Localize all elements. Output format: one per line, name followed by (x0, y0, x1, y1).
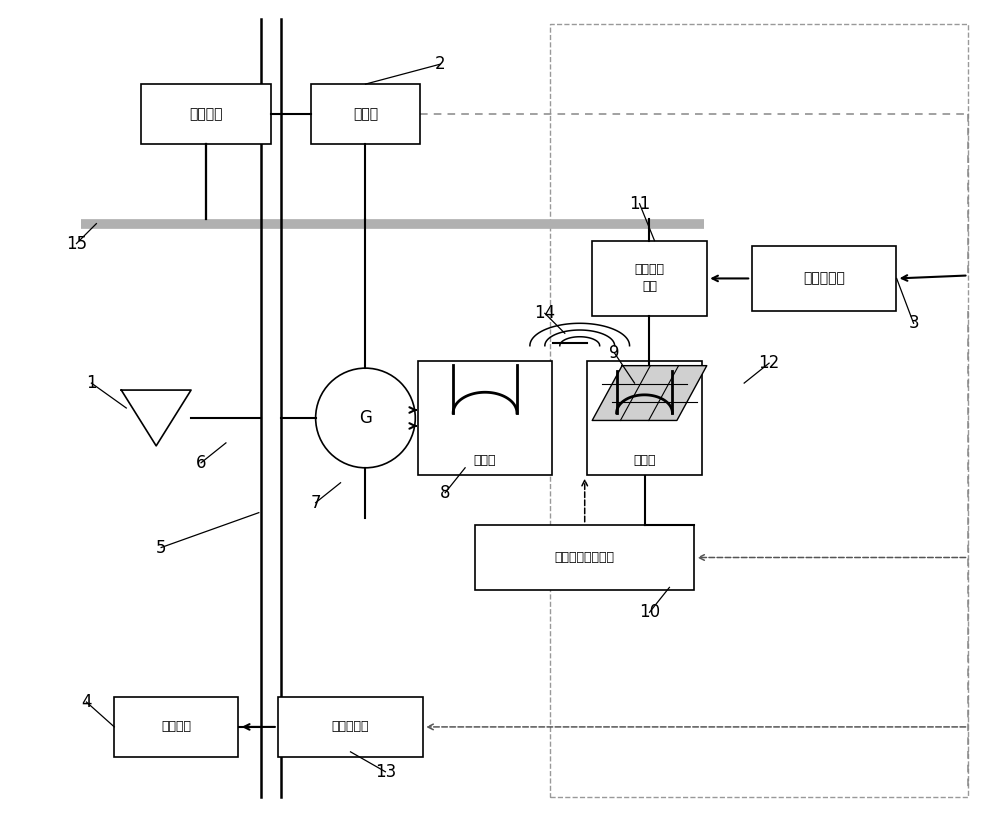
FancyBboxPatch shape (114, 697, 238, 757)
FancyBboxPatch shape (141, 84, 271, 144)
Text: 7: 7 (310, 494, 321, 512)
Text: 中央控制器: 中央控制器 (803, 272, 845, 285)
Text: 13: 13 (375, 762, 396, 780)
Text: 4: 4 (81, 693, 92, 711)
Text: 12: 12 (758, 354, 780, 372)
Text: 1: 1 (86, 374, 97, 392)
Text: 换热器: 换热器 (474, 454, 496, 467)
Text: 8: 8 (440, 483, 450, 501)
Text: 9: 9 (609, 344, 620, 362)
Text: 光伏并网
开关: 光伏并网 开关 (634, 263, 664, 294)
Text: 6: 6 (196, 454, 206, 472)
Text: 电锅炉: 电锅炉 (633, 454, 656, 467)
Text: G: G (359, 409, 372, 427)
FancyBboxPatch shape (311, 84, 420, 144)
Text: 功率表: 功率表 (353, 107, 378, 121)
FancyBboxPatch shape (592, 241, 707, 316)
Text: 外部电网: 外部电网 (189, 107, 223, 121)
FancyBboxPatch shape (278, 697, 423, 757)
Text: 3: 3 (908, 314, 919, 332)
FancyBboxPatch shape (418, 361, 552, 475)
Text: 10: 10 (639, 604, 660, 622)
Text: 11: 11 (629, 195, 650, 213)
Text: 5: 5 (156, 538, 166, 556)
Text: 电锅炉功率调节器: 电锅炉功率调节器 (555, 551, 615, 564)
Circle shape (316, 368, 415, 468)
Text: 阀门控制器: 阀门控制器 (332, 721, 369, 734)
Text: 14: 14 (534, 304, 555, 322)
Polygon shape (592, 366, 707, 420)
FancyBboxPatch shape (587, 361, 702, 475)
FancyBboxPatch shape (475, 525, 694, 590)
Text: 2: 2 (435, 55, 446, 73)
Text: 15: 15 (66, 235, 87, 253)
Text: 进气阀门: 进气阀门 (161, 721, 191, 734)
FancyBboxPatch shape (752, 246, 896, 311)
